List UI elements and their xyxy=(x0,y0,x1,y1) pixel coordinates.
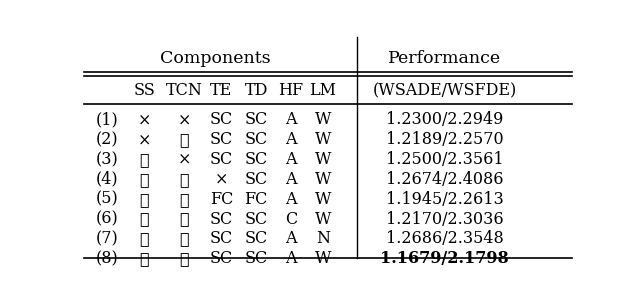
Text: ×: × xyxy=(138,111,151,128)
Text: 1.2170/2.3036: 1.2170/2.3036 xyxy=(386,211,504,228)
Text: 1.2189/2.2570: 1.2189/2.2570 xyxy=(386,131,504,148)
Text: Performance: Performance xyxy=(388,50,501,67)
Text: LM: LM xyxy=(310,82,337,99)
Text: SC: SC xyxy=(244,230,268,247)
Text: ✓: ✓ xyxy=(179,250,189,267)
Text: ✓: ✓ xyxy=(179,131,189,148)
Text: SC: SC xyxy=(210,230,233,247)
Text: ✓: ✓ xyxy=(179,211,189,228)
Text: FC: FC xyxy=(244,191,268,208)
Text: SC: SC xyxy=(244,111,268,128)
Text: W: W xyxy=(315,191,332,208)
Text: 1.1679/2.1798: 1.1679/2.1798 xyxy=(380,250,509,267)
Text: (3): (3) xyxy=(96,151,118,168)
Text: (8): (8) xyxy=(96,250,118,267)
Text: SC: SC xyxy=(244,250,268,267)
Text: W: W xyxy=(315,211,332,228)
Text: A: A xyxy=(285,111,296,128)
Text: SS: SS xyxy=(134,82,156,99)
Text: TE: TE xyxy=(210,82,232,99)
Text: SC: SC xyxy=(210,250,233,267)
Text: W: W xyxy=(315,111,332,128)
Text: SC: SC xyxy=(244,211,268,228)
Text: W: W xyxy=(315,151,332,168)
Text: A: A xyxy=(285,230,296,247)
Text: FC: FC xyxy=(210,191,233,208)
Text: ✓: ✓ xyxy=(140,171,149,188)
Text: (2): (2) xyxy=(96,131,118,148)
Text: ×: × xyxy=(177,151,191,168)
Text: 1.1945/2.2613: 1.1945/2.2613 xyxy=(386,191,504,208)
Text: 1.2674/2.4086: 1.2674/2.4086 xyxy=(386,171,503,188)
Text: ✓: ✓ xyxy=(140,151,149,168)
Text: (6): (6) xyxy=(96,211,118,228)
Text: (4): (4) xyxy=(96,171,118,188)
Text: W: W xyxy=(315,171,332,188)
Text: 1.2500/2.3561: 1.2500/2.3561 xyxy=(386,151,504,168)
Text: A: A xyxy=(285,250,296,267)
Text: (1): (1) xyxy=(96,111,118,128)
Text: A: A xyxy=(285,131,296,148)
Text: SC: SC xyxy=(244,151,268,168)
Text: 1.2300/2.2949: 1.2300/2.2949 xyxy=(386,111,503,128)
Text: SC: SC xyxy=(210,131,233,148)
Text: ✓: ✓ xyxy=(179,171,189,188)
Text: ×: × xyxy=(138,131,151,148)
Text: A: A xyxy=(285,171,296,188)
Text: SC: SC xyxy=(244,171,268,188)
Text: ✓: ✓ xyxy=(179,191,189,208)
Text: TD: TD xyxy=(244,82,268,99)
Text: ✓: ✓ xyxy=(140,211,149,228)
Text: (7): (7) xyxy=(96,230,118,247)
Text: C: C xyxy=(285,211,297,228)
Text: SC: SC xyxy=(210,151,233,168)
Text: HF: HF xyxy=(278,82,303,99)
Text: SC: SC xyxy=(244,131,268,148)
Text: Components: Components xyxy=(159,50,270,67)
Text: ✓: ✓ xyxy=(140,250,149,267)
Text: ✓: ✓ xyxy=(140,230,149,247)
Text: A: A xyxy=(285,151,296,168)
Text: ✓: ✓ xyxy=(179,230,189,247)
Text: A: A xyxy=(285,191,296,208)
Text: TCN: TCN xyxy=(166,82,203,99)
Text: W: W xyxy=(315,131,332,148)
Text: (WSADE/WSFDE): (WSADE/WSFDE) xyxy=(372,82,516,99)
Text: N: N xyxy=(316,230,330,247)
Text: 1.2686/2.3548: 1.2686/2.3548 xyxy=(386,230,504,247)
Text: W: W xyxy=(315,250,332,267)
Text: ×: × xyxy=(214,171,228,188)
Text: (5): (5) xyxy=(96,191,118,208)
Text: SC: SC xyxy=(210,211,233,228)
Text: SC: SC xyxy=(210,111,233,128)
Text: ✓: ✓ xyxy=(140,191,149,208)
Text: ×: × xyxy=(177,111,191,128)
